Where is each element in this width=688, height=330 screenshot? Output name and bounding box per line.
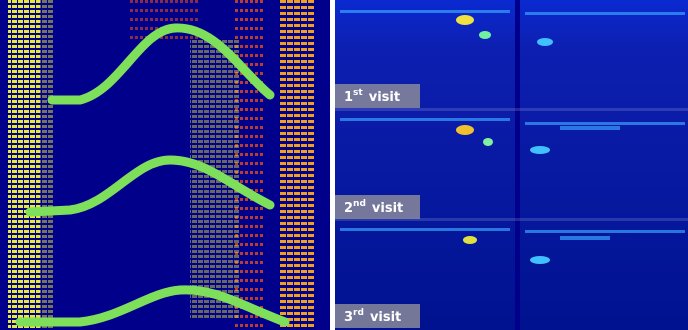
label-box xyxy=(335,304,420,328)
divider xyxy=(335,218,688,221)
curves xyxy=(15,23,290,327)
visit-label: 3rd visit xyxy=(344,308,401,325)
label-suffix: st xyxy=(353,88,363,98)
label-word: visit xyxy=(369,90,400,105)
label-number: 3 xyxy=(344,310,353,325)
curve xyxy=(47,23,275,105)
label-box xyxy=(335,84,420,108)
heatmap-bg xyxy=(335,0,688,330)
divider xyxy=(515,0,520,330)
scan-panel xyxy=(0,0,330,330)
label-number: 2 xyxy=(344,201,353,216)
heatmaps xyxy=(335,0,688,330)
curve xyxy=(15,285,290,327)
label-word: visit xyxy=(370,310,401,325)
label-box xyxy=(335,195,420,219)
panel-bg xyxy=(0,0,330,330)
point-band xyxy=(40,0,54,330)
visit-label: 1st visit xyxy=(344,88,400,105)
streaks xyxy=(340,10,685,240)
label-number: 1 xyxy=(344,90,353,105)
label-suffix: rd xyxy=(353,308,364,318)
label-word: visit xyxy=(372,201,403,216)
visit-labels: 1st visit 2nd visit 3rd visit xyxy=(335,84,420,328)
visit-label: 2nd visit xyxy=(344,199,403,216)
point-band xyxy=(8,0,40,330)
point-band xyxy=(280,0,315,330)
divider xyxy=(335,108,688,111)
hotspots xyxy=(456,15,553,264)
curve xyxy=(25,155,275,217)
label-suffix: nd xyxy=(353,199,366,209)
